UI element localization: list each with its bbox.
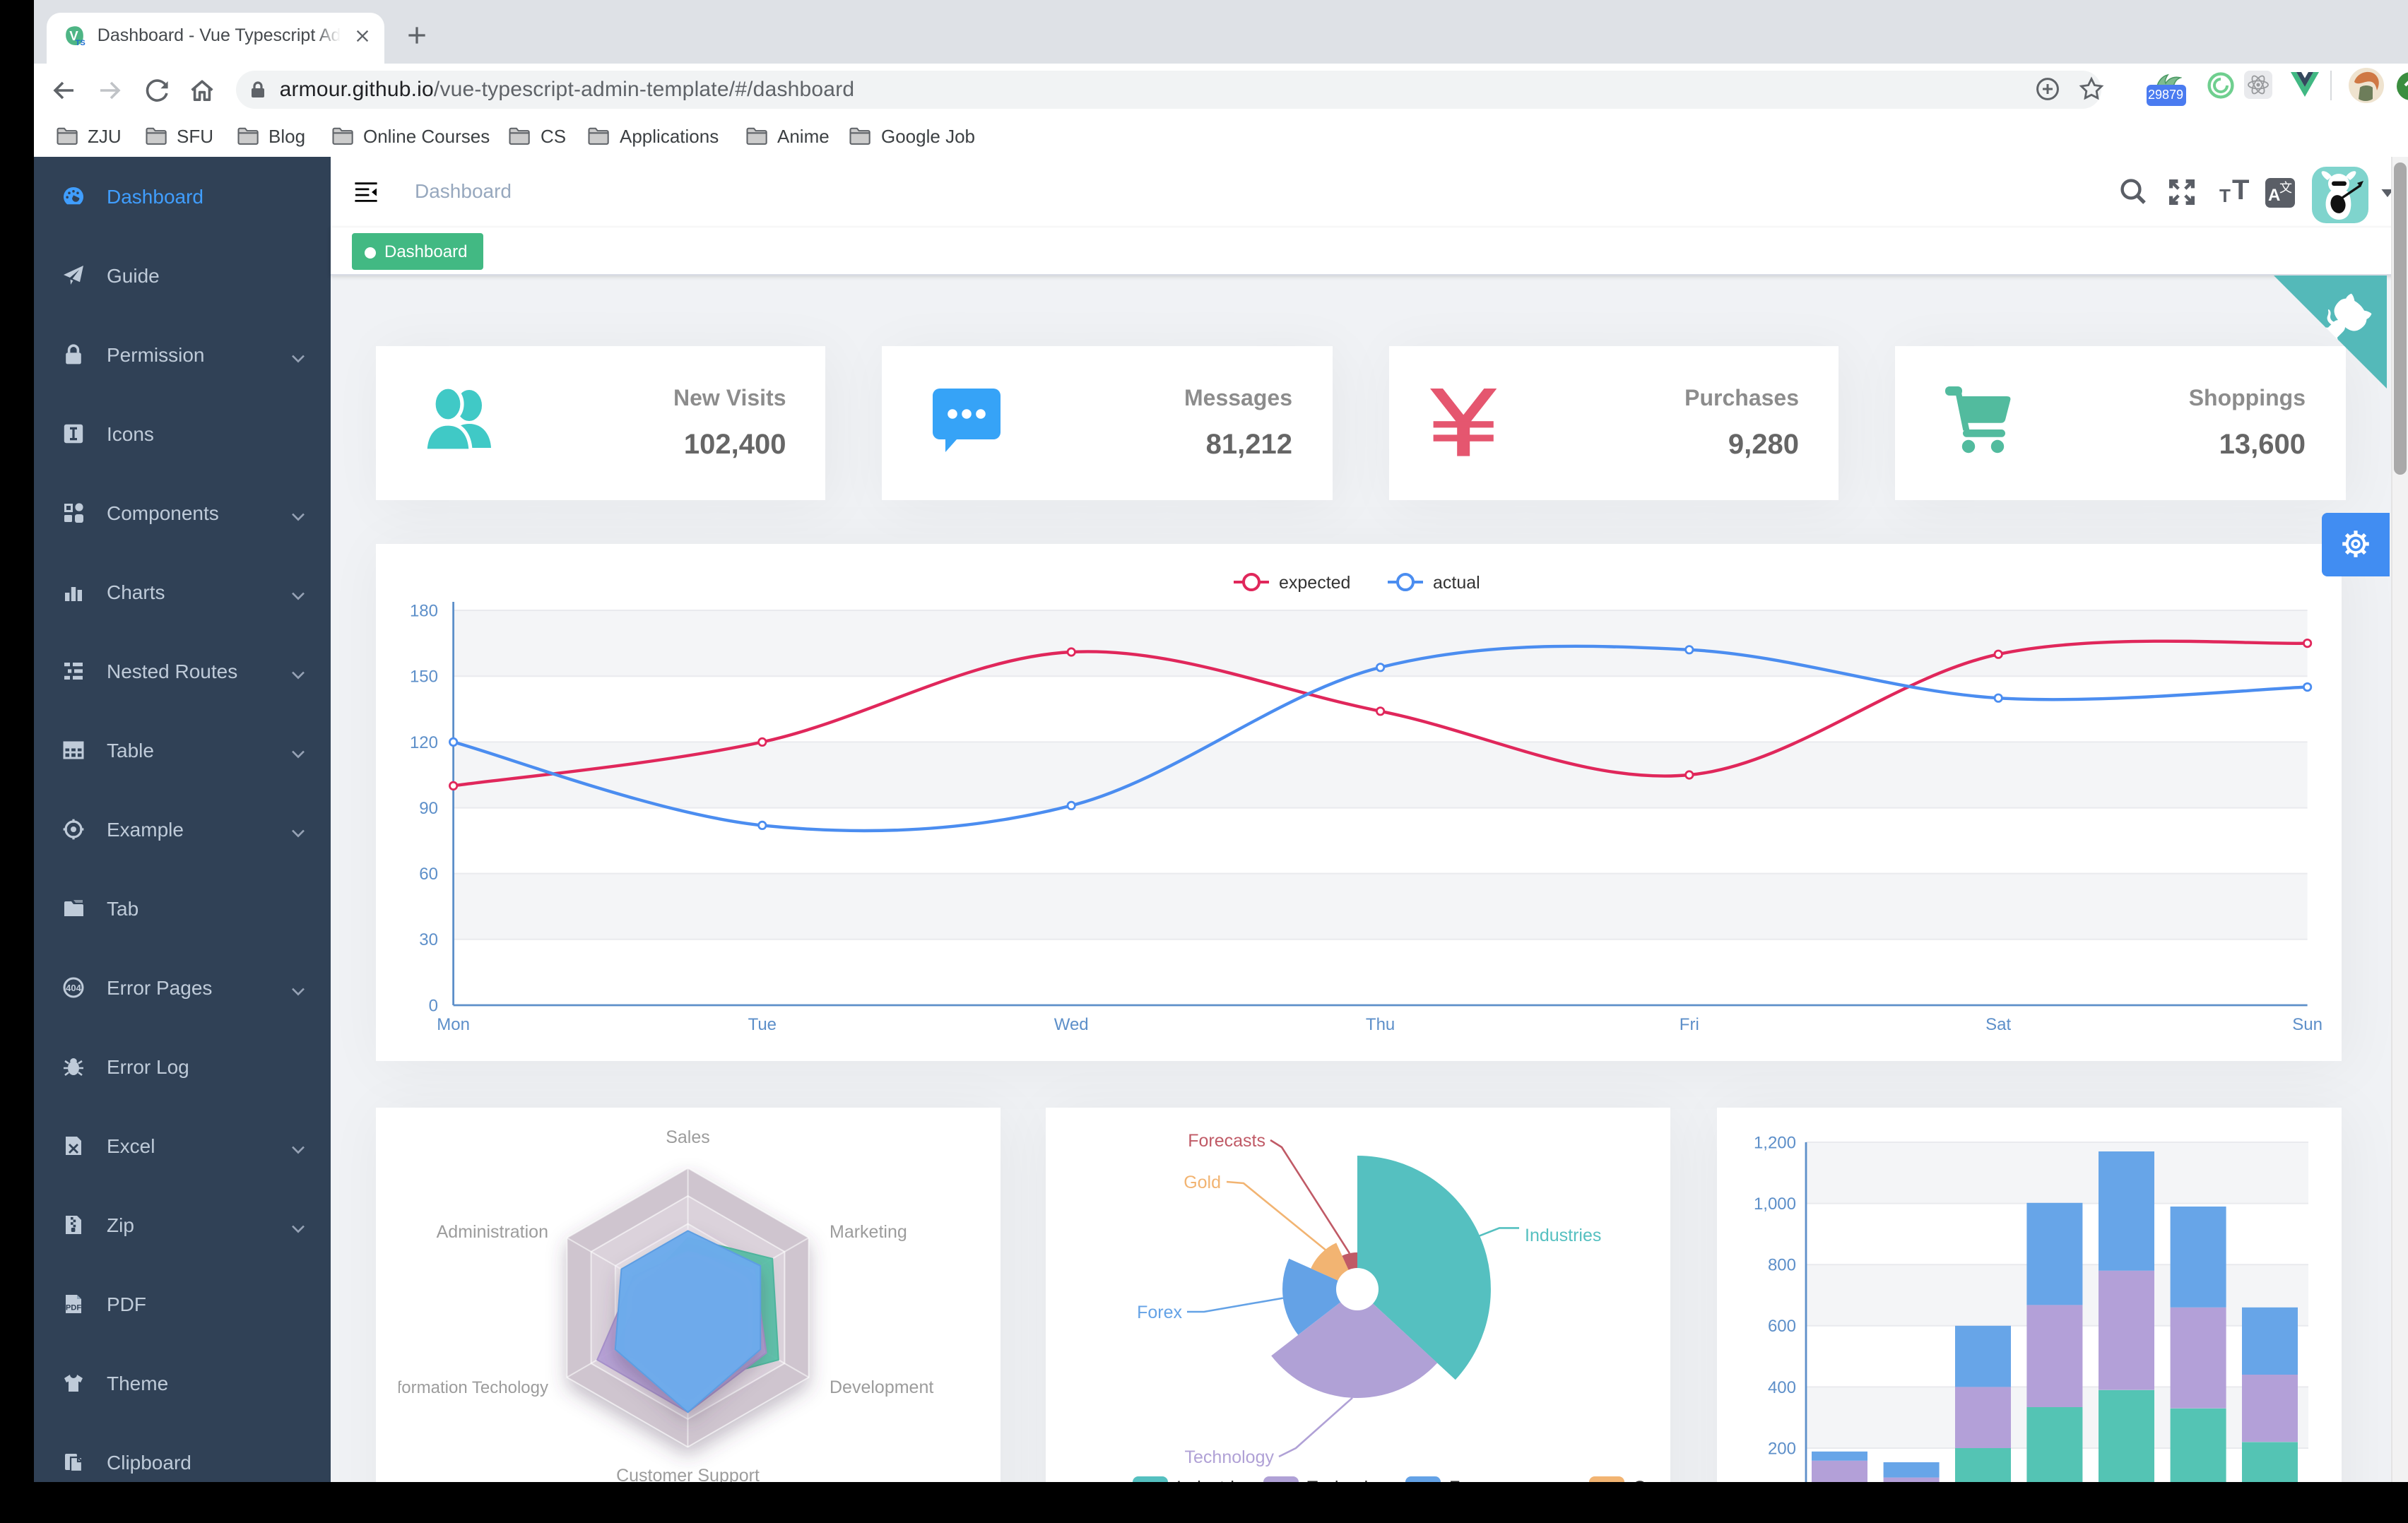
svg-text:Fri: Fri: [1679, 1014, 1699, 1033]
svg-text:expected: expected: [1279, 572, 1350, 592]
svg-text:TS: TS: [76, 39, 85, 47]
svg-text:400: 400: [1768, 1377, 1796, 1397]
svg-text:Sun: Sun: [2292, 1014, 2323, 1033]
svg-text:Mon: Mon: [437, 1014, 470, 1033]
svg-text:60: 60: [419, 864, 438, 883]
svg-text:800: 800: [1768, 1255, 1796, 1274]
svg-text:180: 180: [409, 600, 437, 620]
svg-text:Customer Support: Customer Support: [616, 1465, 760, 1482]
svg-text:Thu: Thu: [1365, 1014, 1394, 1033]
svg-text:120: 120: [409, 733, 437, 752]
svg-text:30: 30: [419, 930, 438, 949]
svg-text:Information Techology: Information Techology: [399, 1377, 548, 1397]
svg-text:Industries: Industries: [1176, 1477, 1253, 1482]
svg-text:actual: actual: [1433, 572, 1480, 592]
svg-text:Wed: Wed: [1054, 1014, 1088, 1033]
svg-text:Forex: Forex: [1137, 1302, 1182, 1322]
svg-text:1,200: 1,200: [1754, 1132, 1796, 1151]
svg-text:Gold: Gold: [1184, 1172, 1221, 1192]
svg-text:Technology: Technology: [1185, 1447, 1275, 1466]
svg-text:0: 0: [428, 995, 437, 1014]
svg-text:90: 90: [419, 798, 438, 817]
svg-text:200: 200: [1768, 1438, 1796, 1457]
svg-text:600: 600: [1768, 1316, 1796, 1335]
svg-text:Sales: Sales: [666, 1130, 710, 1146]
svg-text:Gold: Gold: [1633, 1477, 1648, 1482]
svg-text:Industries: Industries: [1525, 1225, 1601, 1245]
svg-text:Tue: Tue: [748, 1014, 776, 1033]
svg-text:150: 150: [409, 667, 437, 686]
svg-text:Administration: Administration: [436, 1221, 548, 1241]
svg-text:404: 404: [65, 983, 81, 993]
svg-text:Sat: Sat: [1985, 1014, 2011, 1033]
svg-text:1,000: 1,000: [1754, 1194, 1796, 1213]
svg-text:Forex: Forex: [1449, 1477, 1494, 1482]
svg-text:Marketing: Marketing: [830, 1221, 907, 1241]
svg-text:Technology: Technology: [1307, 1477, 1397, 1482]
svg-text:PDF: PDF: [65, 1303, 81, 1312]
svg-text:Forecasts: Forecasts: [1188, 1130, 1265, 1150]
svg-text:V: V: [70, 28, 79, 43]
svg-text:Development: Development: [830, 1377, 933, 1397]
